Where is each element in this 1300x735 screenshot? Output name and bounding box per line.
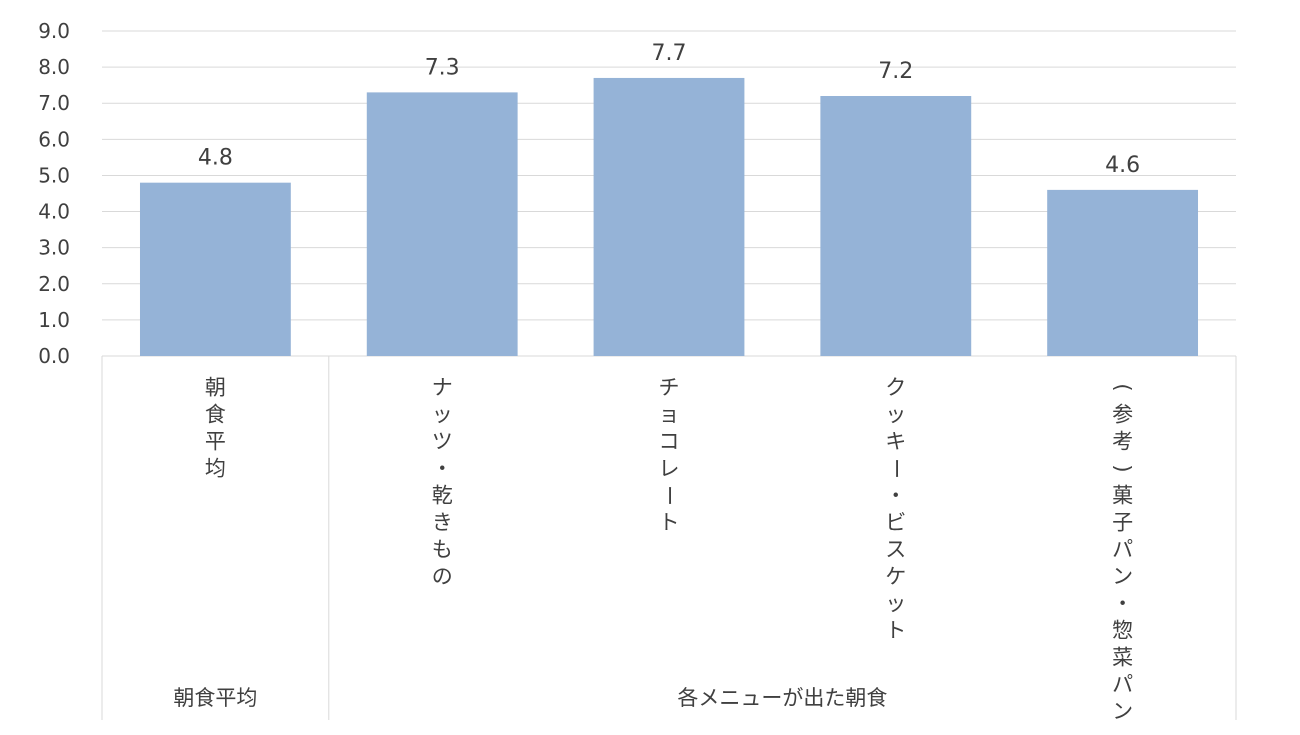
category-label-char: ツ — [432, 430, 453, 454]
category-label-char: ッ — [885, 403, 906, 427]
y-tick-label: 4.0 — [38, 200, 70, 224]
y-tick-label: 9.0 — [38, 19, 70, 43]
category-label-char: 均 — [205, 457, 226, 481]
data-label: 7.7 — [652, 41, 687, 66]
category-label-char: ン — [1112, 565, 1133, 589]
category-label-char: チ — [659, 376, 680, 400]
category-label-char: ・ — [432, 457, 453, 481]
y-tick-label: 1.0 — [38, 308, 70, 332]
category-label-char: ー — [884, 458, 908, 479]
category-label-char: レ — [659, 457, 680, 481]
category-label-char: ・ — [885, 484, 906, 508]
category-label-char: ト — [659, 511, 680, 535]
bar — [1047, 189, 1199, 356]
y-tick-label: 5.0 — [38, 163, 70, 187]
y-tick-label: 7.0 — [38, 91, 70, 115]
category-label-char: の — [432, 565, 453, 589]
category-label-char: ン — [1112, 700, 1133, 724]
bar — [593, 77, 745, 356]
category-label-char: 菜 — [1112, 646, 1133, 670]
group-label: 各メニューが出た朝食 — [677, 686, 887, 710]
category-label-char: ト — [885, 619, 906, 643]
category-label-char: ッ — [432, 403, 453, 427]
category-label-char: ッ — [885, 592, 906, 616]
category-label-char: ナ — [432, 376, 453, 400]
category-label-char: 乾 — [432, 484, 453, 508]
y-tick-label: 8.0 — [38, 55, 70, 79]
category-label-char: ク — [885, 376, 906, 400]
category-label: 朝食平均 — [205, 376, 226, 481]
y-axis-tick-labels: 0.0 1.0 2.0 3.0 4.0 5.0 6.0 7.0 8.0 9.0 — [38, 19, 70, 368]
data-labels: 4.8 7.3 7.7 7.2 4.6 — [198, 41, 1140, 178]
category-label-char: ビ — [885, 511, 906, 535]
category-label-char: ケ — [885, 565, 906, 589]
category-label-char: 子 — [1112, 511, 1133, 535]
bar — [820, 96, 972, 356]
category-label-char: 惣 — [1112, 619, 1133, 643]
x-axis-category-labels: 朝食平均ナッツ・乾きものチョコレートクッキー・ビスケット(参考)菓子パン・惣菜パ… — [205, 376, 1135, 724]
category-label-char: ー — [657, 485, 681, 506]
group-label: 朝食平均 — [173, 686, 257, 710]
category-label-char: き — [432, 511, 453, 535]
y-tick-label: 2.0 — [38, 272, 70, 296]
category-label-char: も — [432, 538, 453, 562]
y-tick-label: 3.0 — [38, 236, 70, 260]
category-label-char: ス — [885, 538, 906, 562]
category-label-char: ョ — [659, 403, 680, 427]
category-label-char: 菓 — [1112, 484, 1133, 508]
data-label: 4.6 — [1105, 153, 1140, 178]
bars — [139, 77, 1199, 356]
category-label-char: 平 — [205, 430, 226, 454]
category-label-char: パ — [1112, 673, 1133, 697]
category-label-char: 食 — [205, 403, 226, 427]
category-label-char: ( — [1111, 383, 1135, 391]
bar — [366, 92, 518, 356]
group-labels: 朝食平均 各メニューが出た朝食 — [173, 686, 887, 710]
category-label-char: キ — [885, 430, 906, 454]
category-label-char: ) — [1111, 464, 1135, 472]
category-label-char: 参 — [1112, 403, 1133, 427]
category-label-char: ・ — [1112, 592, 1133, 616]
data-label: 4.8 — [198, 146, 233, 171]
data-label: 7.2 — [878, 59, 913, 84]
category-label-char: パ — [1112, 538, 1133, 562]
category-label-char: 朝 — [205, 376, 226, 400]
category-label-char: コ — [659, 430, 680, 454]
bar — [139, 182, 291, 356]
y-tick-label: 0.0 — [38, 344, 70, 368]
data-label: 7.3 — [425, 55, 460, 80]
y-tick-label: 6.0 — [38, 127, 70, 151]
category-label-char: 考 — [1112, 430, 1133, 454]
